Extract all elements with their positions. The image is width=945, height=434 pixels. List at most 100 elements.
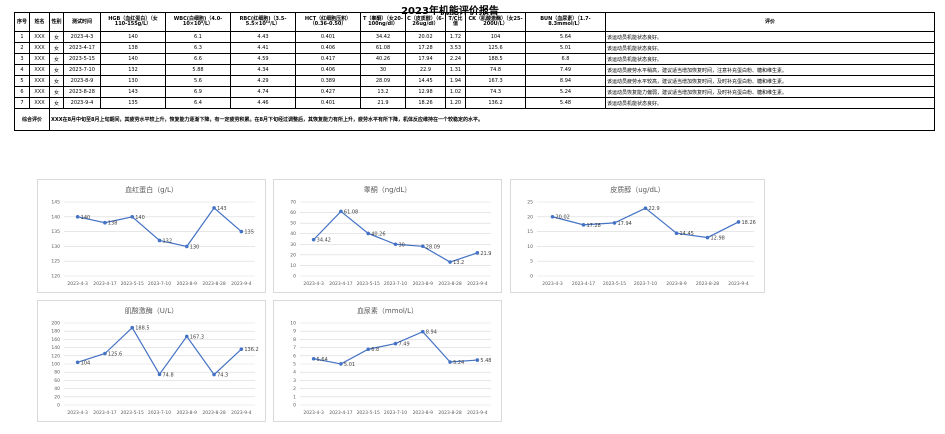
chart-title: 皮质醇（ug/dL） <box>610 185 665 194</box>
cell-gender: 女 <box>49 53 64 65</box>
header-date: 测试时间 <box>63 12 101 32</box>
cell-tc: 1.72 <box>445 31 466 43</box>
cell-index: 6 <box>14 86 30 98</box>
x-tick-label: 2023-5-15 <box>121 410 144 416</box>
y-tick-label: 0 <box>57 403 60 409</box>
data-label: 17.28 <box>587 223 601 229</box>
y-tick-label: 145 <box>51 200 60 206</box>
cell-name: XXX <box>29 75 50 87</box>
cell-ck: 136.2 <box>465 97 526 109</box>
y-tick-label: 5 <box>530 259 533 265</box>
data-point <box>612 221 617 225</box>
x-tick-label: 2023-8-28 <box>438 410 461 416</box>
data-point <box>239 347 244 351</box>
header-hgb: HGB（血红蛋白）（女110-155g/L） <box>100 12 166 32</box>
cell-gender: 女 <box>49 31 64 43</box>
data-label: 140 <box>81 215 91 221</box>
data-label: 40.26 <box>371 231 385 237</box>
cell-ck: 167.3 <box>465 75 526 87</box>
cell-ck: 125.6 <box>465 42 526 54</box>
series-line <box>552 207 739 239</box>
cell-hgb: 140 <box>100 31 166 43</box>
data-point <box>366 347 371 352</box>
y-tick-label: 5 <box>293 362 296 368</box>
x-tick-label: 2023-7-10 <box>384 410 407 416</box>
cell-t: 13.2 <box>360 86 406 98</box>
y-tick-label: 30 <box>290 242 296 248</box>
cell-evaluation: 该运动员机能状态良好。 <box>605 53 935 65</box>
data-point <box>643 206 648 211</box>
y-tick-label: 10 <box>290 263 296 269</box>
data-label: 8.94 <box>426 330 437 336</box>
header-bun: BUN（血尿素）（1.7-8.3mmol/L） <box>525 12 606 32</box>
hgb-chart: 血红蛋白（g/L） 120 125 130 135 140 145 2023-4-3 2023-… <box>37 179 266 293</box>
x-tick-label: 2023-9-4 <box>728 281 749 287</box>
cell-t: 28.09 <box>360 75 406 87</box>
data-point <box>420 329 425 334</box>
chart-title: 肌酸激酶（U/L） <box>125 306 178 315</box>
x-tick-label: 2023-4-3 <box>542 281 563 287</box>
x-tick-label: 2023-7-10 <box>148 281 171 287</box>
header-hct: HCT（红细胞压积）（0.36-0.50） <box>295 12 361 32</box>
table-row: 4 XXX 女 2023-7-10 132 5.88 4.34 0.406 30 22.9 1.31… <box>14 64 935 76</box>
y-tick-label: 40 <box>290 231 296 237</box>
cell-hct: 0.427 <box>295 86 361 98</box>
y-tick-label: 100 <box>51 362 60 368</box>
cell-wbc: 5.88 <box>165 64 231 76</box>
cell-hgb: 130 <box>100 75 166 87</box>
cell-bun: 7.49 <box>525 64 606 76</box>
data-label: 18.26 <box>742 220 756 226</box>
x-tick-label: 2023-4-17 <box>572 281 595 287</box>
chart-svg: 血尿素（mmol/L） 0 1 2 3 4 5 6 7 8 9 10 2023-4-3 2023-4-17… <box>290 306 491 416</box>
data-point <box>157 372 162 377</box>
cell-rbc: 4.59 <box>230 53 296 65</box>
cell-rbc: 4.34 <box>230 64 296 76</box>
cell-hct: 0.406 <box>295 64 361 76</box>
x-tick-label: 2023-4-3 <box>67 281 88 287</box>
data-point <box>311 237 316 242</box>
bun-chart: 血尿素（mmol/L） 0 1 2 3 4 5 6 7 8 9 10 2023-4-3 2023-4-17… <box>273 300 502 422</box>
header-ck: CK（肌酸激酶）（女25-200U/L） <box>465 12 526 32</box>
chart-title: 睾酮（ng/dL） <box>364 185 412 194</box>
summary-label: 综合评价 <box>14 108 50 131</box>
cell-evaluation: 该运动员机能状态良好。 <box>605 42 935 54</box>
cell-gender: 女 <box>49 86 64 98</box>
cell-c: 18.26 <box>405 97 446 109</box>
data-point <box>420 244 425 249</box>
data-point <box>448 260 452 264</box>
y-tick-label: 10 <box>527 244 533 250</box>
cell-tc: 3.53 <box>445 42 466 54</box>
cell-wbc: 6.9 <box>165 86 231 98</box>
data-label: 17.94 <box>618 221 632 227</box>
x-tick-label: 2023-4-17 <box>93 410 116 416</box>
table-row: 2 XXX 女 2023-4-17 138 6.3 4.41 0.406 61.08 17.28 3… <box>14 42 935 54</box>
chart-svg: 睾酮（ng/dL） 0 10 20 30 40 50 60 70 2023-4-3 2023-4-1… <box>290 185 491 287</box>
cell-date: 2023-4-17 <box>63 42 101 54</box>
cell-rbc: 4.43 <box>230 31 296 43</box>
data-point <box>448 360 452 364</box>
y-tick-label: 20 <box>290 252 296 258</box>
header-tc: T/C比值 <box>445 12 466 32</box>
cell-c: 20.02 <box>405 31 446 43</box>
x-tick-label: 2023-8-28 <box>202 281 225 287</box>
data-label: 20.02 <box>556 215 570 221</box>
x-tick-label: 2023-9-4 <box>231 410 252 416</box>
cell-bun: 5.01 <box>525 42 606 54</box>
cell-index: 4 <box>14 64 30 76</box>
y-tick-label: 8 <box>293 337 296 343</box>
x-tick-label: 2023-4-3 <box>67 410 88 416</box>
header-c: C（皮质醇）（6-26ug/dl） <box>405 12 446 32</box>
data-label: 13.2 <box>453 260 464 266</box>
data-point <box>393 341 398 346</box>
header-rbc: RBC(红细胞)（3.5-5.5×10¹²/L） <box>230 12 296 32</box>
x-tick-label: 2023-9-4 <box>467 281 488 287</box>
header-name: 姓名 <box>29 12 50 32</box>
cell-bun: 5.48 <box>525 97 606 109</box>
y-tick-label: 70 <box>290 200 296 206</box>
cell-date: 2023-5-15 <box>63 53 101 65</box>
data-label: 5.64 <box>317 357 328 363</box>
cell-tc: 2.24 <box>445 53 466 65</box>
data-label: 5.24 <box>453 360 464 366</box>
x-tick-label: 2023-7-10 <box>148 410 171 416</box>
cell-wbc: 6.3 <box>165 42 231 54</box>
